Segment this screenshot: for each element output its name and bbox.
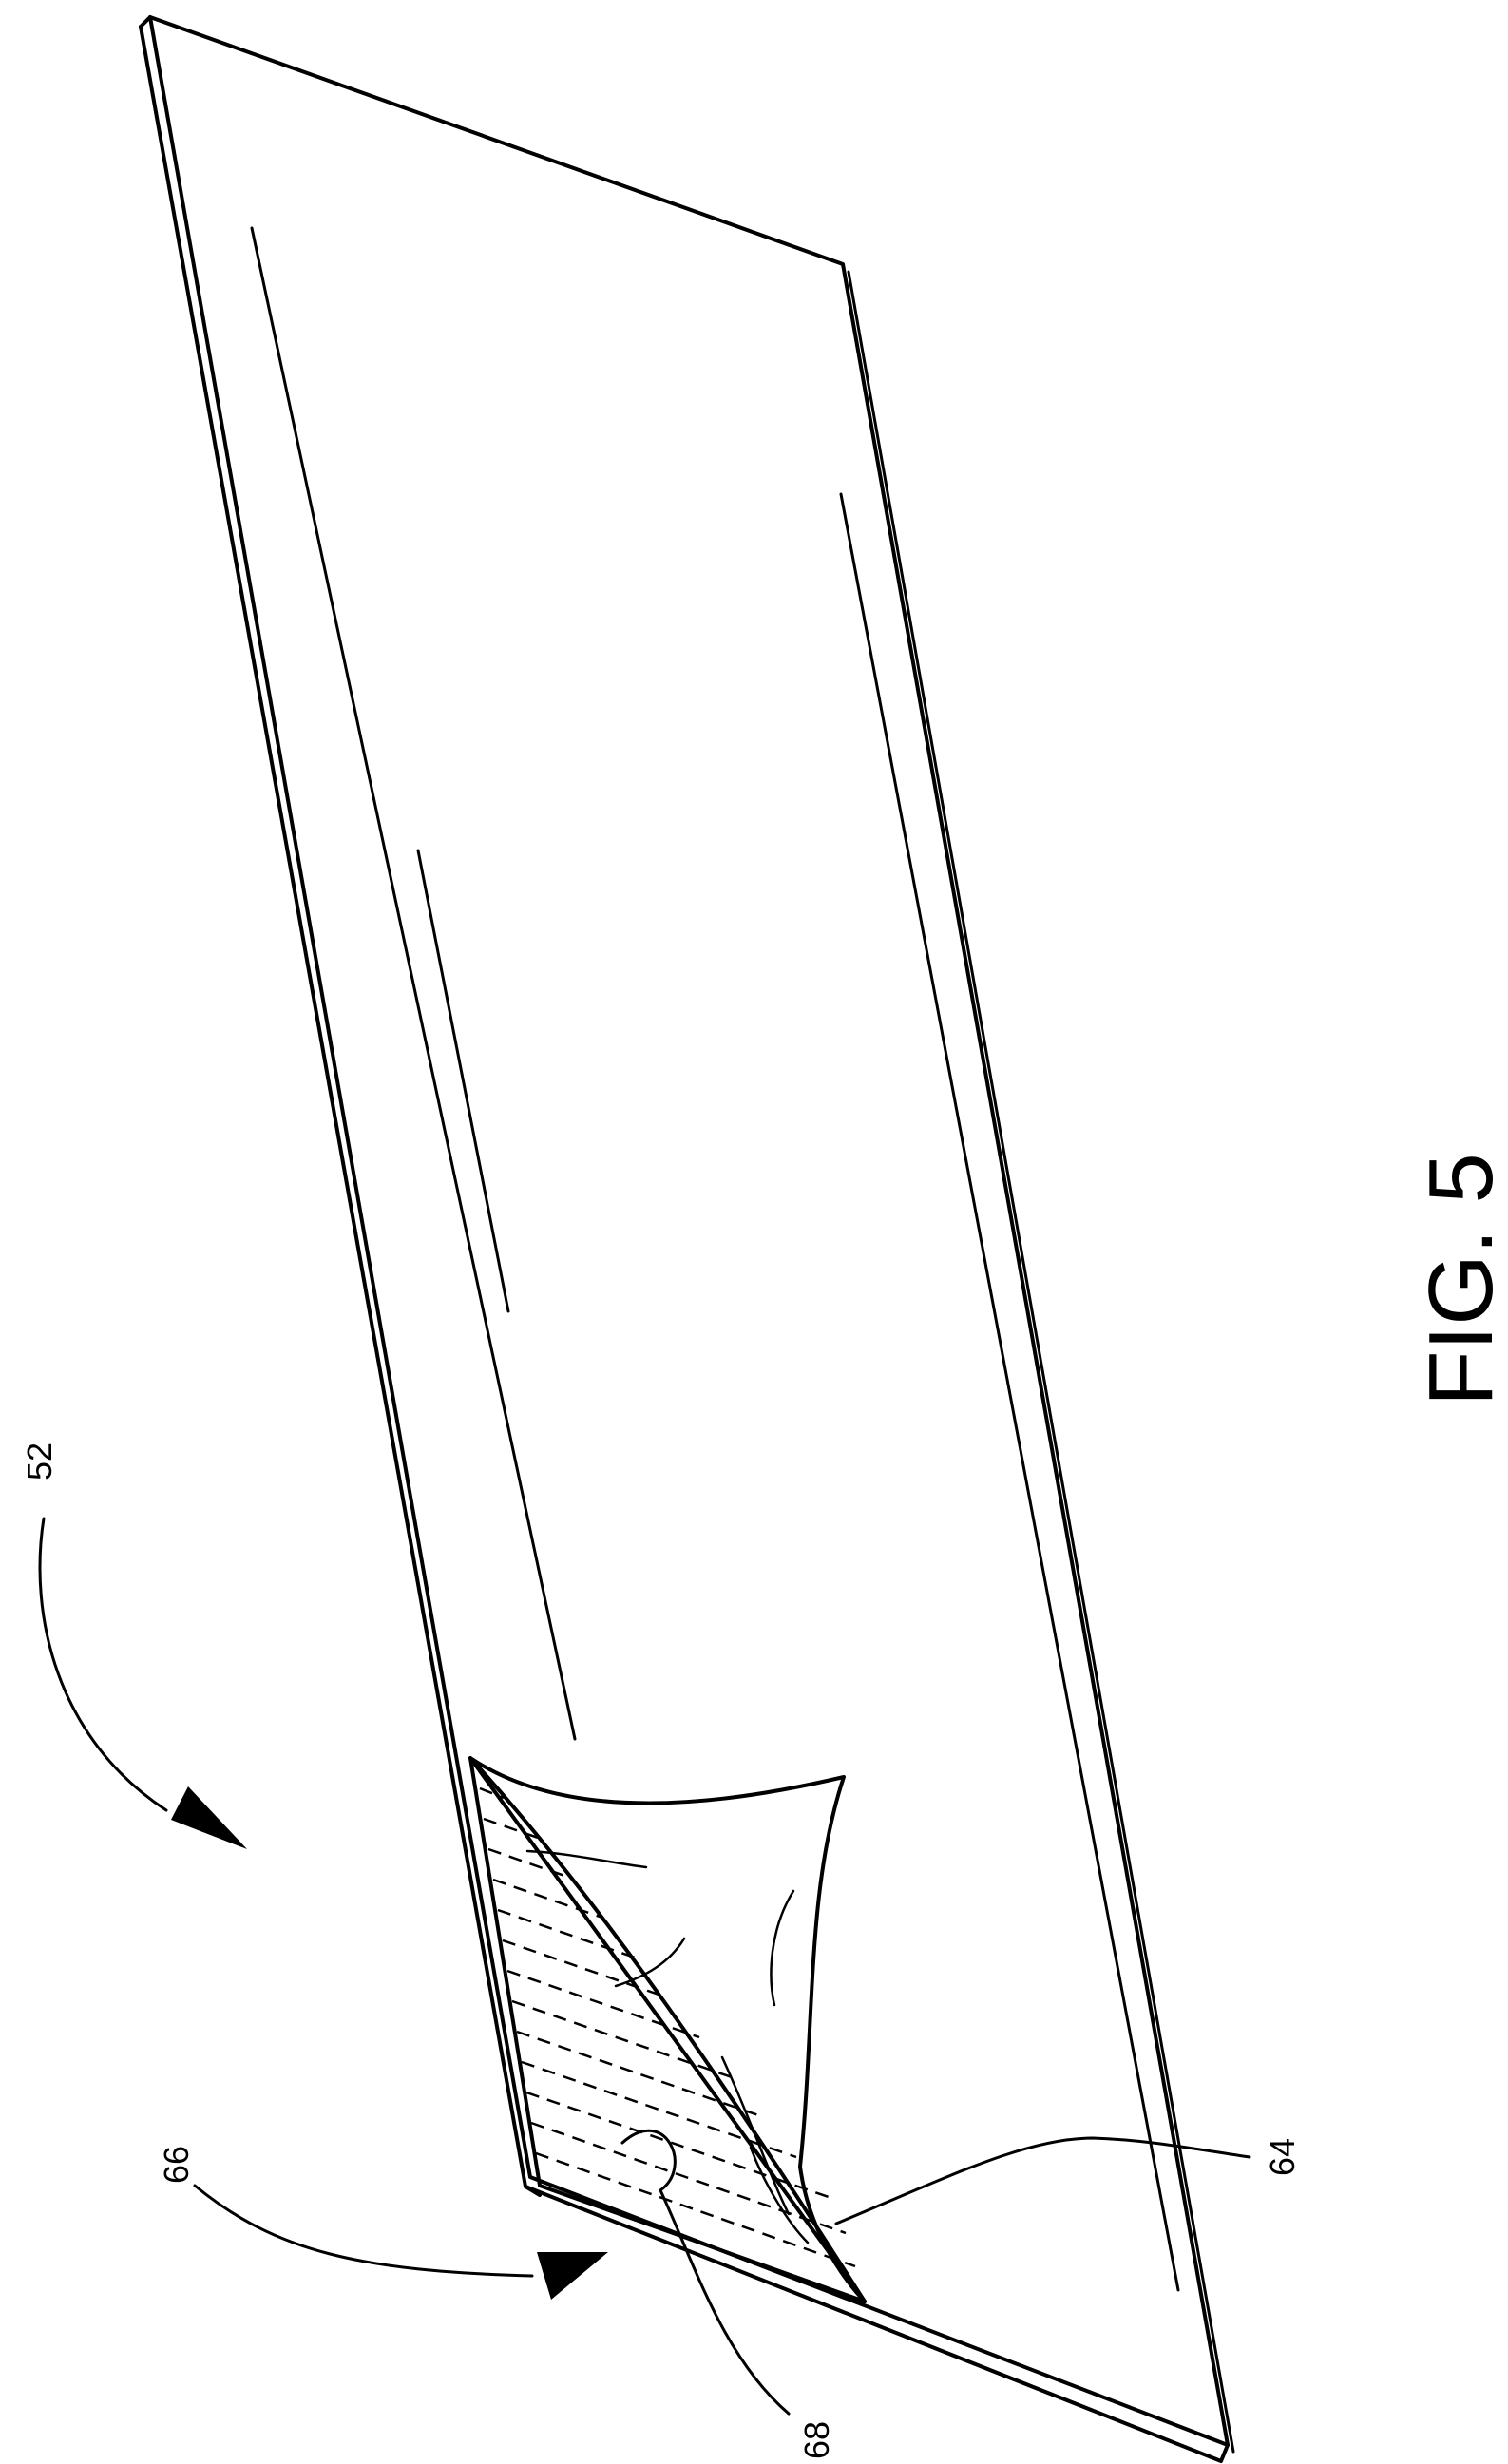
arrowhead-66 xyxy=(537,2252,608,2300)
label-68: 68 xyxy=(797,2421,836,2459)
surface-reflection-lines xyxy=(252,228,1178,2290)
panel-top-face xyxy=(150,17,1228,2445)
liner-crease xyxy=(772,1891,793,2005)
reflection-line xyxy=(841,494,1178,2290)
arrowhead-52 xyxy=(171,1786,247,1849)
panel-top-left-corner xyxy=(141,17,150,27)
adhesive-layer-68 xyxy=(470,1758,865,2302)
figure-caption: FIG. 5 xyxy=(1410,1153,1508,1406)
leader-68 xyxy=(622,2130,789,2414)
reference-66: 66 xyxy=(157,2146,608,2300)
label-66: 66 xyxy=(157,2146,196,2184)
reference-52: 52 xyxy=(20,1442,247,1849)
reference-64: 64 xyxy=(836,2138,1302,2224)
panel-right-edge xyxy=(849,272,1233,2452)
label-52: 52 xyxy=(20,1442,59,1480)
reflection-line xyxy=(418,850,508,1311)
leader-66 xyxy=(195,2186,532,2276)
leader-52 xyxy=(40,1519,166,1810)
panel-bottom-edge xyxy=(525,2187,1228,2461)
panel-sheet xyxy=(141,17,1233,2461)
panel-left-edge xyxy=(141,27,540,2195)
label-64: 64 xyxy=(1263,2138,1302,2176)
